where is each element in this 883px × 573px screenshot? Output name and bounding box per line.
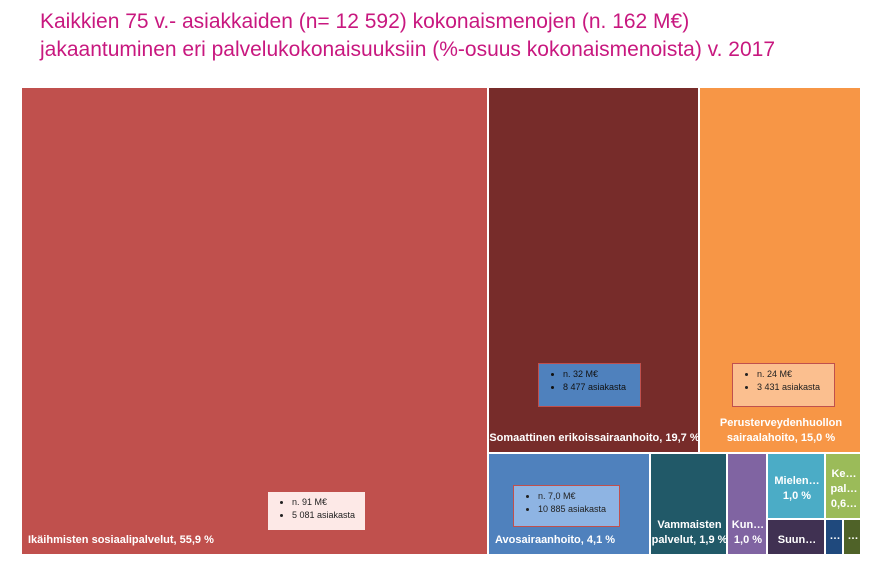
- treemap-tile-2: Somaattinen erikoissairaanhoito, 19,7 % n…: [489, 88, 700, 454]
- treemap-tile-9: Ke… pal… 0,6…: [826, 454, 862, 520]
- treemap-note-item: n. 91 M€: [292, 496, 359, 509]
- treemap-note-box: n. 91 M€5 081 asiakasta: [267, 491, 366, 531]
- treemap-tile-label: Ikäihmisten sosiaalipalvelut, 55,9 %: [28, 534, 214, 546]
- treemap-tile-label: …: [847, 530, 859, 542]
- treemap-tile-10: …: [826, 520, 844, 556]
- treemap-tile-label: Somaattinen erikoissairaanhoito, 19,7 %: [489, 432, 700, 444]
- treemap-note-item: 5 081 asiakasta: [292, 509, 359, 522]
- treemap-tile-label: Suun…: [777, 534, 817, 546]
- treemap-tile-label: Avosairaanhoito, 4,1 %: [495, 534, 616, 546]
- treemap-tile-5: Vammaisten palvelut, 1,9 %: [651, 454, 728, 556]
- chart-title-line-2: jakaantuminen eri palvelukokonaisuuksiin…: [40, 38, 776, 61]
- treemap-tile-8: Suun…: [768, 520, 826, 556]
- treemap-note-item: 10 885 asiakasta: [538, 503, 613, 516]
- treemap-note-item: n. 7,0 M€: [538, 490, 613, 503]
- treemap-note-item: 3 431 asiakasta: [757, 381, 828, 394]
- treemap-tile-label: Ke… pal… 0,6…: [830, 468, 858, 510]
- treemap-note-box: n. 24 M€3 431 asiakasta: [732, 363, 835, 407]
- treemap-note-item: n. 32 M€: [563, 368, 634, 381]
- treemap-note-box: n. 7,0 M€10 885 asiakasta: [513, 485, 620, 527]
- treemap-note-item: 8 477 asiakasta: [563, 381, 634, 394]
- treemap-tile-6: Kun… 1,0 %: [728, 454, 768, 556]
- treemap-tile-3: Perusterveydenhuollon sairaalahoito, 15,…: [700, 88, 862, 454]
- treemap-tile-label: Perusterveydenhuollon sairaalahoito, 15,…: [719, 417, 843, 444]
- treemap-chart: Ikäihmisten sosiaalipalvelut, 55,9 % n. 9…: [22, 88, 862, 556]
- chart-title: Kaikkien 75 v.- asiakkaiden (n= 12 592) …: [40, 8, 875, 64]
- treemap-note-box: n. 32 M€8 477 asiakasta: [538, 363, 641, 407]
- treemap-note-item: n. 24 M€: [757, 368, 828, 381]
- treemap-tile-label: Kun… 1,0 %: [731, 519, 765, 546]
- treemap-tile-1: Ikäihmisten sosiaalipalvelut, 55,9 % n. 9…: [22, 88, 489, 556]
- treemap-tile-7: Mielen… 1,0 %: [768, 454, 826, 520]
- treemap-tile-4: Avosairaanhoito, 4,1 % n. 7,0 M€10 885 as…: [489, 454, 651, 556]
- treemap-tile-label: …: [829, 530, 841, 542]
- treemap-tile-11: …: [844, 520, 862, 556]
- treemap-tile-label: Vammaisten palvelut, 1,9 %: [651, 519, 728, 546]
- chart-title-line-1: Kaikkien 75 v.- asiakkaiden (n= 12 592) …: [40, 10, 690, 33]
- treemap-tile-label: Mielen… 1,0 %: [774, 475, 820, 502]
